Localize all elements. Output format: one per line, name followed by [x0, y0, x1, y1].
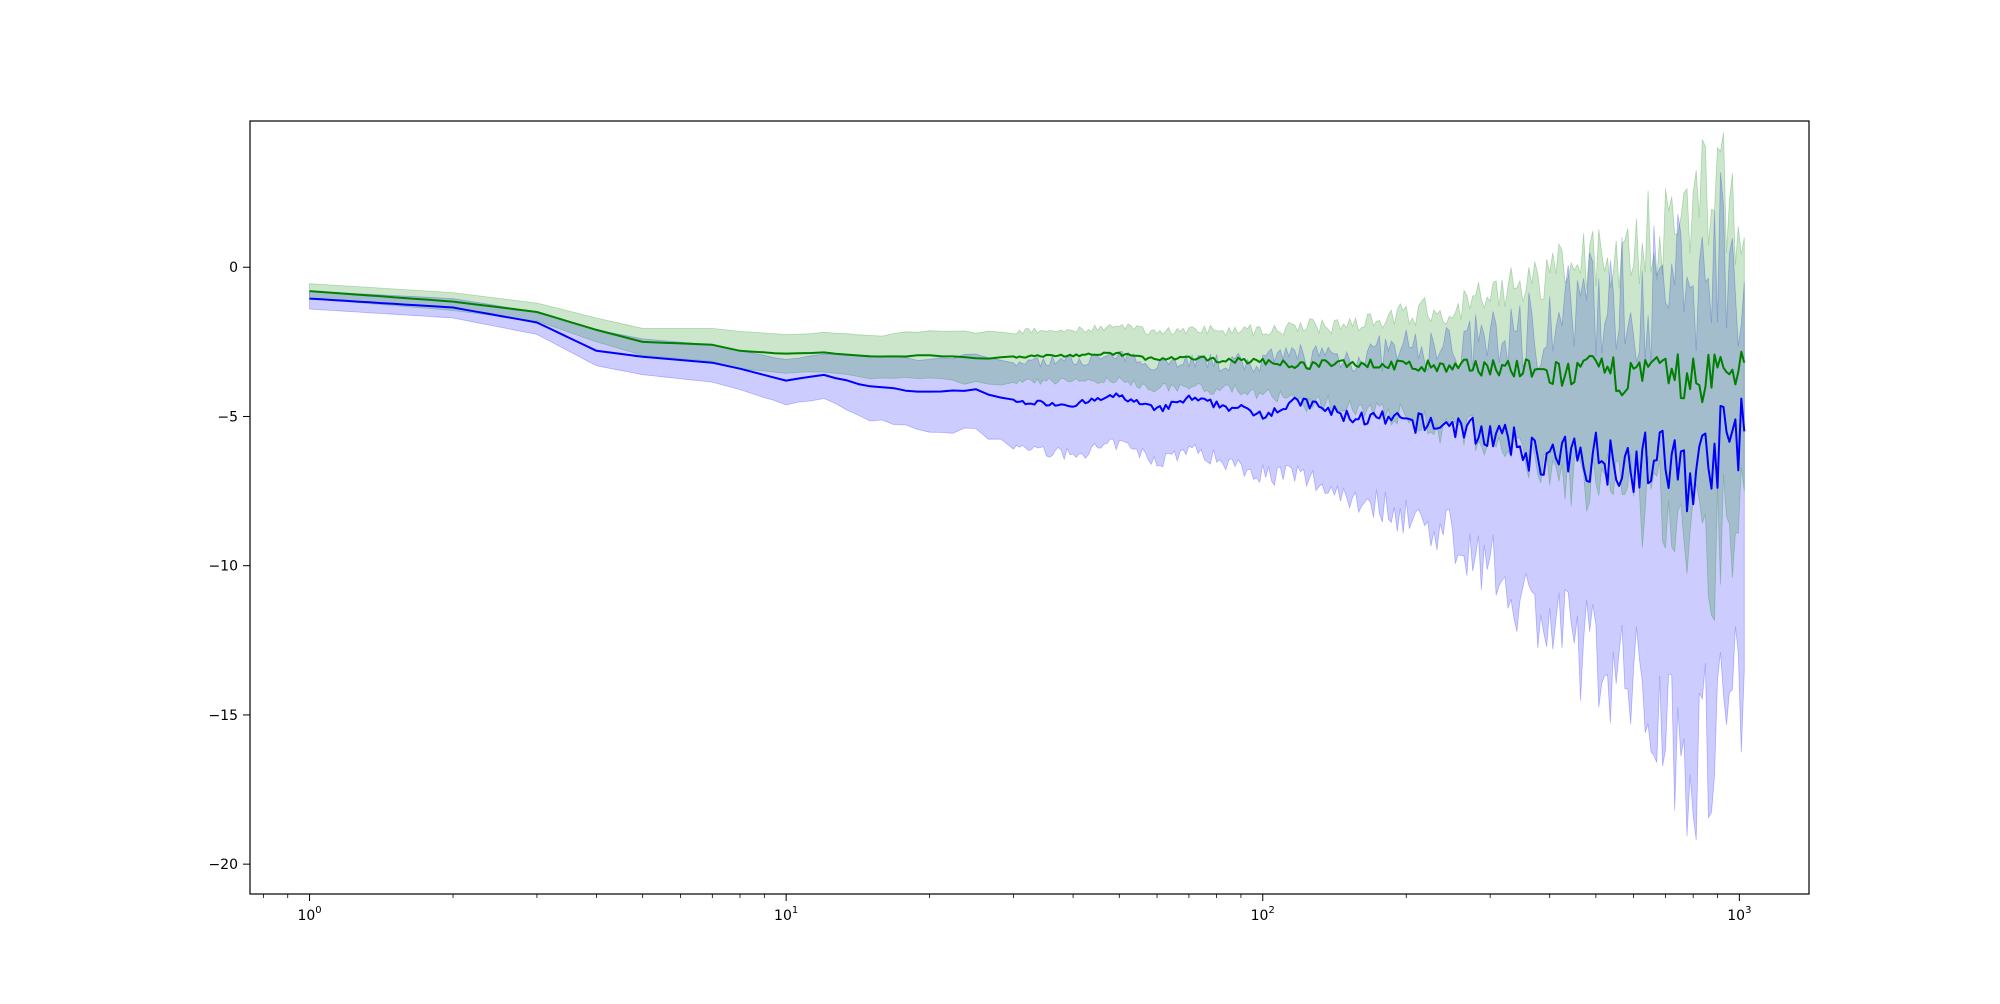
x-tick-label: 103 [1727, 905, 1751, 924]
y-axis-ticks: 0 −5 −10 −15 −20 [208, 260, 250, 873]
series-2-band [309, 132, 1745, 622]
confidence-bands [309, 132, 1745, 840]
x-minor-ticks [262, 894, 1718, 898]
series-2-line [309, 290, 1746, 404]
x-tick-label: 101 [774, 905, 798, 924]
series-lines [309, 290, 1746, 513]
plot-frame [249, 120, 1810, 895]
y-tick-label: −5 [217, 409, 238, 425]
x-tick-label: 100 [297, 905, 321, 924]
y-tick-label: −20 [208, 857, 238, 873]
y-tick-label: −10 [208, 559, 238, 575]
series-1-line [309, 297, 1746, 513]
series-1-band [309, 172, 1745, 840]
y-tick-label: −15 [208, 708, 238, 724]
y-tick-label: 0 [229, 260, 238, 276]
x-tick-label: 102 [1251, 905, 1275, 924]
x-major-ticks: 100 101 102 103 [297, 894, 1751, 924]
